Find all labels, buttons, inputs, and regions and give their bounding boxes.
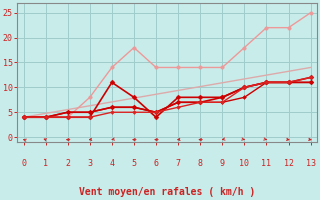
X-axis label: Vent moyen/en rafales ( km/h ): Vent moyen/en rafales ( km/h )	[79, 187, 255, 197]
